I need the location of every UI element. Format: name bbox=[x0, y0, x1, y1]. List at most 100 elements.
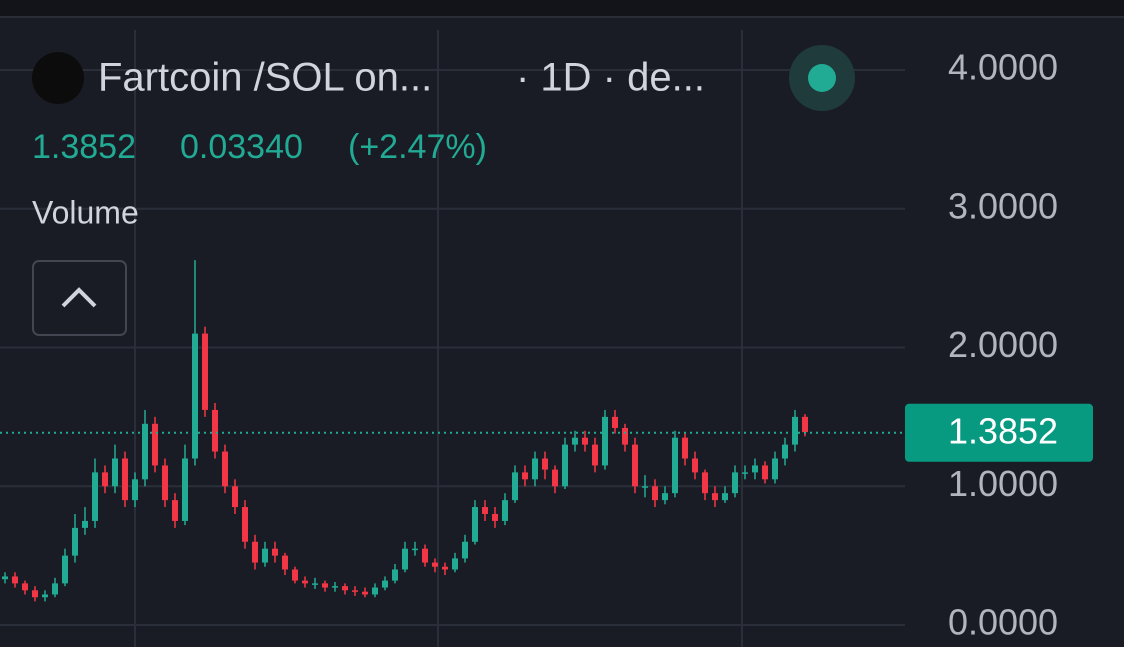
top-bar bbox=[0, 0, 1124, 16]
candle-body bbox=[422, 548, 428, 563]
candle-body bbox=[162, 465, 168, 501]
candle-body bbox=[632, 444, 638, 487]
last-price-label: 1.3852 bbox=[948, 410, 1058, 451]
candle-body bbox=[602, 416, 608, 466]
candle-body bbox=[232, 486, 238, 508]
candle-body bbox=[82, 520, 88, 528]
y-tick-label: 3.0000 bbox=[948, 185, 1058, 226]
candle-body bbox=[12, 576, 18, 584]
candle-body bbox=[352, 590, 358, 592]
legend-change: 0.03340 bbox=[180, 128, 303, 166]
candle-body bbox=[492, 514, 498, 521]
candle-body bbox=[532, 458, 538, 480]
legend-price: 1.3852 bbox=[32, 128, 136, 166]
candle-body bbox=[412, 548, 418, 551]
coin-logo bbox=[32, 52, 84, 104]
candle-body bbox=[442, 566, 448, 570]
candle-body bbox=[782, 444, 788, 459]
y-tick-label: 4.0000 bbox=[948, 47, 1058, 88]
candle-body bbox=[122, 458, 128, 501]
candle-body bbox=[482, 507, 488, 514]
candle-body bbox=[332, 586, 338, 588]
candle-body bbox=[802, 416, 808, 433]
candle-body bbox=[592, 444, 598, 466]
symbol-title: Fartcoin /SOL on... bbox=[98, 56, 432, 100]
candle-body bbox=[172, 500, 178, 521]
candle-body bbox=[732, 472, 738, 494]
candle-body bbox=[302, 580, 308, 584]
last-price-box bbox=[905, 403, 1093, 462]
candle-body bbox=[52, 583, 58, 595]
collapse-button[interactable] bbox=[32, 260, 127, 336]
legend-change-pct: (+2.47%) bbox=[348, 128, 487, 166]
candle-body bbox=[72, 527, 78, 556]
candle-body bbox=[312, 583, 318, 585]
candle-body bbox=[292, 569, 298, 581]
candle-body bbox=[42, 594, 48, 598]
y-tick-label: 0.0000 bbox=[948, 602, 1058, 643]
candle-body bbox=[672, 437, 678, 494]
candle-body bbox=[542, 458, 548, 470]
price-axis: 0.0000 1.0000 2.0000 3.0000 4.0000 1.3852 bbox=[905, 47, 1093, 643]
caret-icon bbox=[61, 287, 97, 308]
candle-body bbox=[502, 500, 508, 521]
candle-body bbox=[742, 472, 748, 474]
candle-body bbox=[692, 458, 698, 473]
status-dot bbox=[808, 64, 836, 92]
candle-body bbox=[642, 486, 648, 488]
candle-body bbox=[132, 479, 138, 501]
candle-body bbox=[722, 493, 728, 501]
candle-body bbox=[572, 437, 578, 445]
candle-body bbox=[772, 458, 778, 480]
candle-body bbox=[212, 409, 218, 452]
candle-body bbox=[92, 472, 98, 521]
candle-body bbox=[282, 555, 288, 570]
candle-body bbox=[622, 427, 628, 445]
plot bbox=[0, 69, 905, 626]
candle-body bbox=[342, 586, 348, 591]
candle-body bbox=[682, 437, 688, 459]
candle-body bbox=[582, 437, 588, 445]
candle-body bbox=[202, 333, 208, 410]
candle-body bbox=[112, 458, 118, 487]
candle-body bbox=[552, 469, 558, 487]
candle-body bbox=[472, 507, 478, 542]
candle-body bbox=[702, 472, 708, 494]
candle-body bbox=[372, 587, 378, 595]
candle-body bbox=[662, 493, 668, 501]
candle-body bbox=[142, 423, 148, 480]
candle-body bbox=[752, 465, 758, 473]
candle-body bbox=[272, 548, 278, 556]
candle-body bbox=[2, 576, 8, 580]
candle-body bbox=[192, 333, 198, 459]
candle-body bbox=[152, 423, 158, 466]
candle-body bbox=[562, 444, 568, 487]
candle-body bbox=[22, 583, 28, 591]
candle-body bbox=[62, 555, 68, 584]
indicator-name: Volume bbox=[32, 194, 139, 230]
candle-body bbox=[182, 458, 188, 521]
candle-body bbox=[712, 493, 718, 501]
candle-body bbox=[452, 558, 458, 570]
candle-body bbox=[432, 562, 438, 567]
candle-body bbox=[362, 591, 368, 595]
candle-body bbox=[392, 569, 398, 581]
candle-body bbox=[222, 451, 228, 487]
top-border bbox=[0, 16, 1124, 18]
candle-body bbox=[762, 465, 768, 480]
candle-body bbox=[322, 583, 328, 588]
candle-body bbox=[32, 590, 38, 598]
candle-body bbox=[612, 416, 618, 428]
candle-body bbox=[102, 472, 108, 487]
y-tick-label: 1.0000 bbox=[948, 463, 1058, 504]
candle-body bbox=[652, 486, 658, 501]
candle-body bbox=[262, 548, 268, 563]
candle-body bbox=[512, 472, 518, 501]
interval: · 1D · de... bbox=[516, 56, 705, 100]
candle-body bbox=[242, 507, 248, 542]
candle-body bbox=[792, 416, 798, 445]
candle-body bbox=[252, 541, 258, 563]
